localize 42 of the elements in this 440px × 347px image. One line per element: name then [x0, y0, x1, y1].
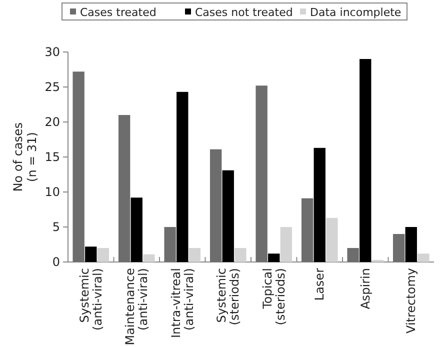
bar — [418, 254, 430, 262]
x-tick-label: Intra-vitreal (anti-viral) — [168, 268, 196, 338]
y-tick-label: 5 — [52, 220, 60, 234]
y-tick-label: 20 — [44, 115, 60, 130]
bar — [130, 198, 142, 262]
x-tick-label: Vitrectomy — [404, 268, 418, 334]
bar — [392, 234, 405, 262]
bar — [280, 227, 292, 262]
bar — [210, 149, 222, 262]
bar — [347, 248, 359, 262]
y-tick-label: 25 — [44, 80, 60, 94]
x-tick-label: Aspirin — [358, 268, 372, 310]
bar — [234, 248, 246, 262]
x-tick-label: Laser — [312, 268, 327, 301]
legend-label: Cases treated — [80, 6, 156, 19]
bar — [326, 218, 338, 262]
bar — [256, 86, 268, 262]
y-tick-label: 0 — [52, 255, 60, 270]
bar — [188, 248, 201, 262]
bar — [85, 246, 97, 262]
y-tick-label: 15 — [44, 150, 60, 164]
x-tick-label: Systemic (steriods) — [214, 268, 242, 326]
bar — [118, 115, 130, 262]
legend-label: Data incomplete — [310, 6, 402, 19]
bar — [314, 148, 326, 262]
bar — [72, 72, 84, 262]
legend-label: Cases not treated — [195, 6, 293, 19]
bar — [360, 59, 372, 262]
bar — [222, 170, 234, 262]
bar — [143, 254, 155, 262]
bar — [268, 254, 280, 262]
y-tick-label: 30 — [44, 45, 60, 60]
y-axis-title: No of cases (n = 31) — [11, 122, 39, 192]
bar — [164, 227, 176, 262]
x-tick-label: Maintenance (anti-viral) — [123, 268, 150, 346]
x-tick-label: Systemic (anti-viral) — [77, 268, 104, 330]
bar — [301, 198, 314, 262]
bar — [405, 227, 417, 262]
y-tick-label: 10 — [44, 185, 60, 200]
x-tick-label: Topical (steriods) — [260, 268, 288, 326]
bar — [97, 248, 110, 262]
bar — [176, 92, 188, 262]
